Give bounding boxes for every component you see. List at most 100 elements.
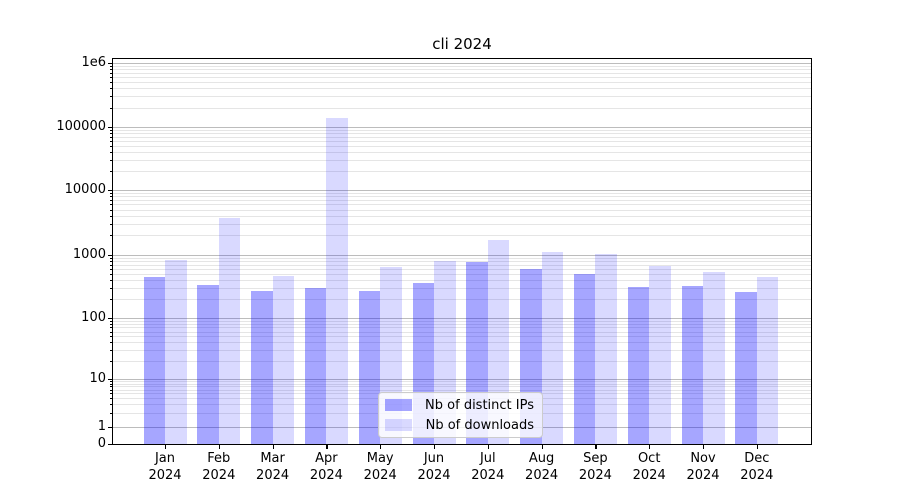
x-tick [703, 444, 705, 449]
minor-gridline [113, 331, 811, 333]
legend-swatch-icon [385, 399, 412, 411]
x-tick-label: Jul 2024 [471, 451, 505, 483]
minor-gridline [113, 386, 811, 388]
minor-gridline [113, 196, 811, 198]
y-tick [108, 379, 113, 381]
y-minor-tick [110, 386, 113, 388]
x-tick [326, 444, 328, 449]
bar-ips-nov [681, 286, 703, 444]
y-minor-tick [110, 129, 113, 131]
x-tick [756, 444, 758, 449]
y-minor-tick [110, 299, 113, 301]
bar-ips-may [358, 290, 381, 444]
y-tick [108, 63, 113, 65]
x-tick [649, 444, 651, 449]
x-tick-label: May 2024 [363, 451, 397, 483]
x-tick [165, 444, 167, 449]
y-minor-tick [110, 287, 113, 289]
minor-gridline [113, 136, 811, 138]
bar-downloads-jan [165, 259, 187, 444]
minor-gridline [113, 223, 811, 225]
y-minor-tick [110, 145, 113, 147]
bar-downloads-dec [756, 277, 779, 444]
y-tick [108, 190, 113, 192]
x-tick-label: Mar 2024 [256, 451, 290, 483]
y-minor-tick [110, 349, 113, 351]
bar-downloads-sep [595, 254, 617, 444]
x-tick [541, 444, 543, 449]
y-minor-tick [110, 268, 113, 270]
minor-gridline [113, 77, 811, 79]
x-tick [595, 444, 597, 449]
bar-downloads-nov [703, 271, 725, 444]
y-minor-tick [110, 215, 113, 217]
y-minor-tick [110, 257, 113, 259]
y-minor-tick [110, 159, 113, 161]
y-minor-tick [110, 360, 113, 362]
bar-ips-apr [304, 287, 327, 444]
minor-gridline [113, 200, 811, 202]
minor-gridline [113, 257, 811, 259]
x-tick-label: Apr 2024 [309, 451, 343, 483]
y-minor-tick [110, 72, 113, 74]
minor-gridline [113, 280, 811, 282]
y-minor-tick [110, 136, 113, 138]
minor-gridline [113, 133, 811, 135]
minor-gridline [113, 152, 811, 154]
plot-area [112, 58, 812, 445]
minor-gridline [113, 323, 811, 325]
x-tick [434, 444, 436, 449]
minor-gridline [113, 65, 811, 67]
x-tick-label: Aug 2024 [525, 451, 559, 483]
y-minor-tick [110, 336, 113, 338]
y-minor-tick [110, 261, 113, 263]
x-tick-label: Jan 2024 [148, 451, 182, 483]
y-tick-label: 1e6 [81, 55, 106, 70]
y-tick-label: 10000 [64, 182, 106, 197]
minor-gridline [113, 287, 811, 289]
y-tick [108, 427, 113, 429]
legend-label: Nb of downloads [425, 417, 534, 433]
x-tick-label: Nov 2024 [686, 451, 720, 483]
minor-gridline [113, 88, 811, 90]
minor-gridline [113, 159, 811, 161]
y-minor-tick [110, 389, 113, 391]
minor-gridline [113, 204, 811, 206]
minor-gridline [113, 235, 811, 237]
bar-ips-oct [627, 286, 650, 444]
minor-gridline [113, 299, 811, 301]
y-minor-tick [110, 393, 113, 395]
major-gridline [113, 190, 811, 191]
y-tick [108, 444, 113, 446]
y-minor-tick [110, 381, 113, 383]
minor-gridline [113, 171, 811, 173]
legend: Nb of distinct IPs Nb of downloads [378, 392, 543, 438]
minor-gridline [113, 140, 811, 142]
x-tick [272, 444, 274, 449]
minor-gridline [113, 320, 811, 322]
y-minor-tick [110, 404, 113, 406]
major-gridline [113, 63, 811, 64]
y-minor-tick [110, 204, 113, 206]
minor-gridline [113, 261, 811, 263]
y-tick [108, 255, 113, 257]
major-gridline [113, 318, 811, 319]
minor-gridline [113, 129, 811, 131]
minor-gridline [113, 264, 811, 266]
minor-gridline [113, 268, 811, 270]
y-minor-tick [110, 133, 113, 135]
y-minor-tick [110, 331, 113, 333]
minor-gridline [113, 360, 811, 362]
y-minor-tick [110, 412, 113, 414]
y-minor-tick [110, 171, 113, 173]
minor-gridline [113, 192, 811, 194]
legend-swatch-icon [385, 419, 412, 431]
y-minor-tick [110, 398, 113, 400]
y-minor-tick [110, 235, 113, 237]
minor-gridline [113, 383, 811, 385]
bar-ips-sep [573, 273, 596, 444]
y-tick-label: 10 [89, 371, 106, 386]
minor-gridline [113, 72, 811, 74]
x-tick-label: Jun 2024 [417, 451, 451, 483]
